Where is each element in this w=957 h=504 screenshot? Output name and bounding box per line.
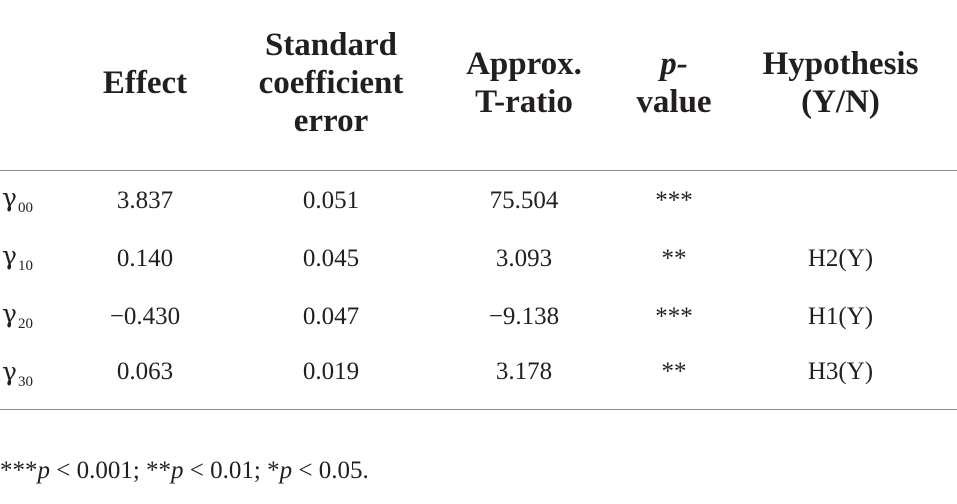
- header-std-error-line2: coefficient: [258, 65, 404, 101]
- cell-p-value: **: [661, 244, 687, 272]
- header-row: Effect Standard coefficient error Approx…: [0, 0, 957, 171]
- header-p-value: p- value: [624, 0, 724, 171]
- header-p-value-line2: value: [636, 84, 712, 120]
- row-parameter: γ30: [0, 345, 52, 410]
- row-parameter: γ10: [0, 229, 52, 287]
- results-table-container: Effect Standard coefficient error Approx…: [0, 0, 957, 410]
- header-std-error-line3: error: [293, 103, 369, 139]
- cell-hypothesis: H1(Y): [807, 302, 874, 330]
- header-hypothesis: Hypothesis (Y/N): [724, 0, 957, 171]
- cell-p-value: **: [624, 345, 724, 410]
- cell-effect: 0.140: [116, 244, 174, 272]
- cell-std-error: 0.047: [302, 302, 360, 330]
- table-row: γ30 0.063 0.019 3.178 ** H3(Y): [0, 345, 957, 410]
- header-hypothesis-line1: Hypothesis: [762, 46, 919, 82]
- cell-t-ratio: 75.504: [489, 186, 559, 214]
- table-row: γ20 −0.430 0.047 −9.138 *** H1(Y): [0, 287, 957, 345]
- header-std-error: Standard coefficient error: [238, 0, 424, 171]
- gamma-symbol: γ: [2, 299, 17, 328]
- table-row: γ00 3.837 0.051 75.504 ***: [0, 171, 957, 230]
- footnote-part: < 0.05.: [292, 457, 369, 484]
- cell-p-value: ***: [655, 302, 693, 330]
- header-parameter: [0, 0, 52, 171]
- gamma-symbol: γ: [2, 357, 17, 386]
- header-effect-label: Effect: [102, 65, 188, 101]
- footnote-part: < 0.001; **: [50, 457, 172, 484]
- gamma-symbol: γ: [2, 183, 17, 212]
- results-table: Effect Standard coefficient error Approx…: [0, 0, 957, 410]
- cell-hypothesis: [724, 171, 957, 230]
- cell-std-error: 0.045: [302, 244, 360, 272]
- gamma-subscript: 20: [17, 316, 33, 332]
- gamma-subscript: 10: [17, 258, 33, 274]
- footnote-part: ***: [0, 457, 38, 484]
- table-body: γ00 3.837 0.051 75.504 *** γ10 0.140 0.0…: [0, 171, 957, 410]
- cell-effect: −0.430: [109, 302, 181, 330]
- cell-std-error: 0.019: [238, 345, 424, 410]
- footnote-part: p: [37, 457, 51, 484]
- cell-t-ratio: 3.093: [495, 244, 553, 272]
- cell-p-value: ***: [655, 186, 693, 214]
- header-t-ratio-line2: T-ratio: [475, 84, 573, 120]
- cell-effect: 3.837: [116, 186, 174, 214]
- row-parameter: γ20: [0, 287, 52, 345]
- gamma-symbol: γ: [2, 241, 17, 270]
- gamma-subscript: 30: [17, 374, 33, 390]
- cell-t-ratio: 3.178: [424, 345, 624, 410]
- significance-footnote: ***p < 0.001; **p < 0.01; *p < 0.05.: [0, 455, 369, 487]
- cell-std-error: 0.051: [302, 186, 360, 214]
- footnote-part: < 0.01; *: [183, 457, 280, 484]
- table-row: γ10 0.140 0.045 3.093 ** H2(Y): [0, 229, 957, 287]
- table-header: Effect Standard coefficient error Approx…: [0, 0, 957, 171]
- footnote-part: p: [171, 457, 184, 484]
- cell-hypothesis: H2(Y): [807, 244, 874, 272]
- cell-effect: 0.063: [52, 345, 238, 410]
- header-t-ratio-line1: Approx.: [466, 46, 582, 82]
- header-t-ratio: Approx. T-ratio: [424, 0, 624, 171]
- gamma-subscript: 00: [17, 200, 33, 216]
- header-effect: Effect: [52, 0, 238, 171]
- cell-t-ratio: −9.138: [488, 302, 560, 330]
- header-hypothesis-line2: (Y/N): [801, 84, 880, 120]
- row-parameter: γ00: [0, 171, 52, 230]
- header-std-error-line1: Standard: [264, 27, 398, 63]
- cell-hypothesis: H3(Y): [724, 345, 957, 410]
- footnote-part: p: [279, 457, 293, 484]
- header-p-value-line1: p-: [660, 46, 688, 82]
